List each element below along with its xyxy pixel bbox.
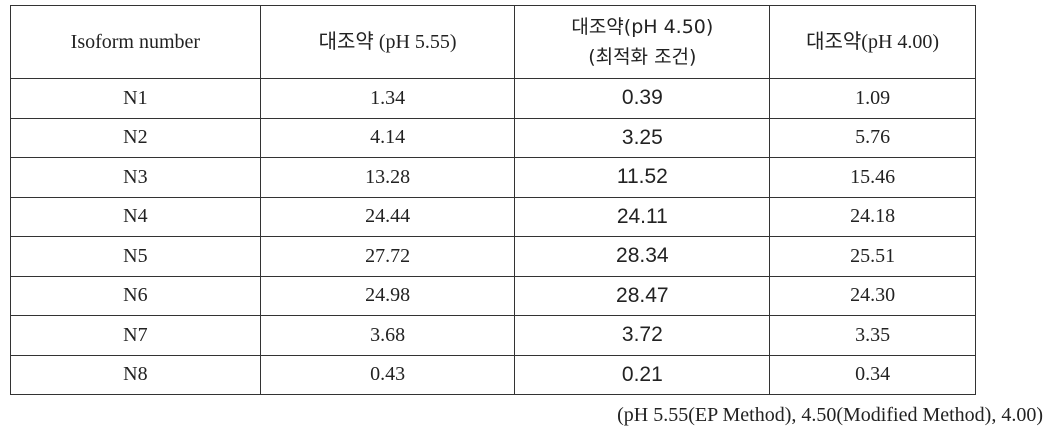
table-cell: 24.11 (514, 196, 771, 237)
table-cell: 28.47 (514, 275, 771, 316)
table-row: N4 24.44 24.11 24.18 (10, 196, 976, 237)
table-cell: N7 (10, 315, 261, 356)
table-cell: N6 (10, 275, 261, 316)
table-cell: 24.30 (769, 275, 976, 316)
table-cell: 1.09 (769, 78, 976, 119)
table-cell: 3.25 (514, 117, 771, 158)
table-cell: N4 (10, 196, 261, 237)
header-row: Isoform number 대조약 (pH 5.55) 대조약(pH 4.50) … (10, 5, 976, 79)
table-cell: 24.44 (259, 196, 516, 237)
table-cell: N5 (10, 236, 261, 277)
table-cell: 0.21 (514, 354, 771, 395)
table-row: N7 3.68 3.72 3.35 (10, 315, 976, 356)
table-cell: N1 (10, 78, 261, 119)
table-cell: 3.68 (259, 315, 516, 356)
table-row: N6 24.98 28.47 24.30 (10, 275, 976, 316)
table-cell: 28.34 (514, 236, 771, 277)
table-row: N2 4.14 3.25 5.76 (10, 117, 976, 158)
table-row: N1 1.34 0.39 1.09 (10, 78, 976, 119)
table-cell: 3.72 (514, 315, 771, 356)
table-cell: 0.39 (514, 78, 771, 119)
table-cell: 15.46 (769, 157, 976, 198)
header-cell: 대조약(pH 4.50) (최적화 조건) (514, 5, 771, 79)
table-cell: 0.43 (259, 354, 516, 395)
header-cell: Isoform number (10, 5, 261, 79)
footnote: (pH 5.55(EP Method), 4.50(Modified Metho… (617, 404, 1043, 426)
table-row: N3 13.28 11.52 15.46 (10, 157, 976, 198)
table-cell: 25.51 (769, 236, 976, 277)
table-row: N8 0.43 0.21 0.34 (10, 354, 976, 395)
header-cell: 대조약(pH 4.00) (769, 5, 976, 79)
table-cell: 5.76 (769, 117, 976, 158)
data-table: Isoform number 대조약 (pH 5.55) 대조약(pH 4.50) … (10, 5, 976, 395)
table-cell: 3.35 (769, 315, 976, 356)
table-body: N1 1.34 0.39 1.09 N2 4.14 3.25 5.76 N3 13.28 11.52… (10, 78, 976, 395)
table-cell: 1.34 (259, 78, 516, 119)
table-cell: 4.14 (259, 117, 516, 158)
table-cell: 27.72 (259, 236, 516, 277)
table-row: N5 27.72 28.34 25.51 (10, 236, 976, 277)
table-cell: 13.28 (259, 157, 516, 198)
table-cell: N3 (10, 157, 261, 198)
header-cell: 대조약 (pH 5.55) (259, 5, 516, 79)
table-cell: 0.34 (769, 354, 976, 395)
table-cell: 24.98 (259, 275, 516, 316)
table-cell: 11.52 (514, 157, 771, 198)
table-cell: N2 (10, 117, 261, 158)
table-cell: N8 (10, 354, 261, 395)
table-cell: 24.18 (769, 196, 976, 237)
